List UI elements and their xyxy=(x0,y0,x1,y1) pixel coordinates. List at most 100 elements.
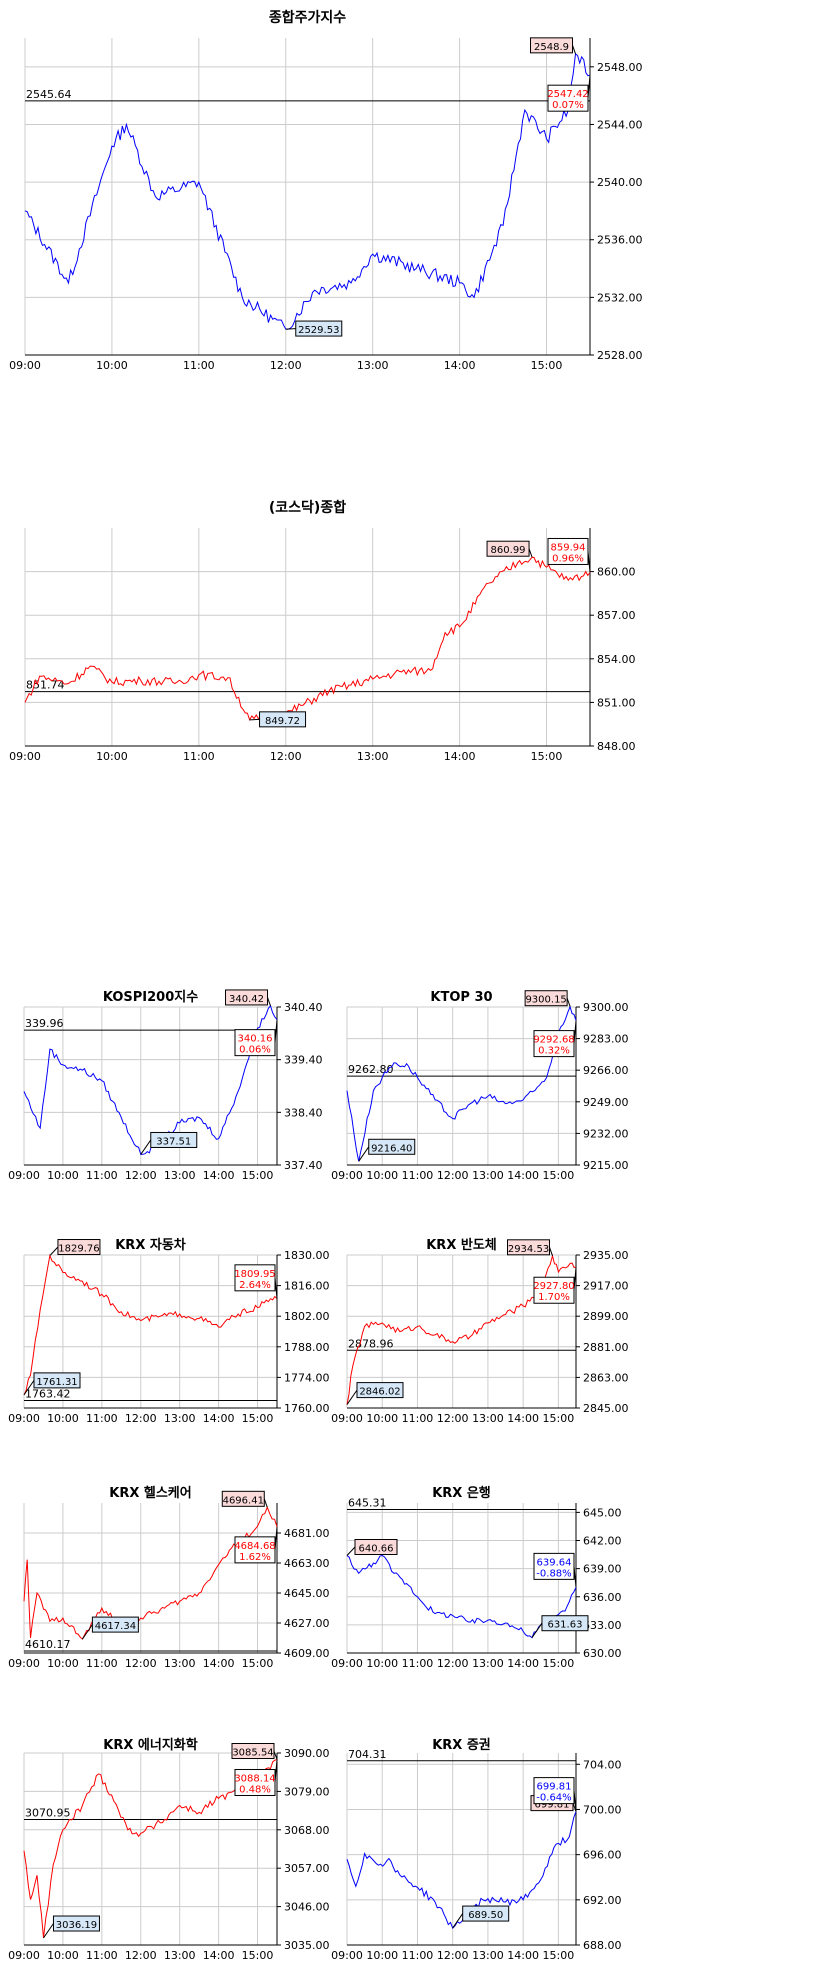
x-tick-label: 09:00 xyxy=(331,1657,363,1670)
y-tick-label: 3046.00 xyxy=(284,1901,330,1914)
y-tick-label: 9283.00 xyxy=(583,1033,629,1046)
last-flag-text: 3088.14 xyxy=(234,1773,275,1784)
y-tick-label: 9249.00 xyxy=(583,1096,629,1109)
y-tick-label: 1788.00 xyxy=(284,1341,330,1354)
x-tick-label: 13:00 xyxy=(472,1169,504,1182)
x-tick-label: 15:00 xyxy=(543,1657,575,1670)
prev-close-label: 3070.95 xyxy=(25,1807,71,1820)
chart-krx-semiconductor: KRX 반도체 09:00 10:00 11:00 12:00 13:00 14:00 15:… xyxy=(331,1237,629,1425)
chart-kospi200: KOSPI200지수 09:00 10:00 11:00 12:00 13:00 14:00… xyxy=(8,989,323,1182)
y-tick-label: 1774.00 xyxy=(284,1371,330,1384)
y-tick-label: 9266.00 xyxy=(583,1064,629,1077)
high-flag-text: 2548.9 xyxy=(534,42,569,53)
x-tick-label: 10:00 xyxy=(47,1412,79,1425)
last-flag-text: 2547.42 xyxy=(547,89,588,100)
last-flag-box xyxy=(533,1030,575,1058)
last-flag-text: 0.06% xyxy=(239,1045,271,1056)
low-flag-text: 849.72 xyxy=(265,716,300,727)
y-tick-label: 1816.00 xyxy=(284,1280,330,1293)
chart-title: KRX 헬스케어 xyxy=(109,1485,191,1501)
x-tick-label: 10:00 xyxy=(47,1657,79,1670)
x-tick-label: 13:00 xyxy=(164,1949,196,1962)
y-tick-label: 4645.00 xyxy=(284,1587,330,1600)
x-tick-label: 15:00 xyxy=(531,750,563,763)
low-flag-pointer xyxy=(140,1139,152,1155)
y-tick-label: 9232.00 xyxy=(583,1127,629,1140)
x-tick-label: 14:00 xyxy=(507,1657,539,1670)
x-tick-label: 09:00 xyxy=(9,750,41,763)
grid xyxy=(24,528,590,747)
high-flag-box xyxy=(221,1490,265,1507)
low-flag-pointer xyxy=(81,1624,93,1640)
high-flag-text: 4696.41 xyxy=(223,1495,264,1506)
x-tick-label: 10:00 xyxy=(366,1169,398,1182)
x-tick-label: 11:00 xyxy=(402,1169,434,1182)
x-tick-label: 10:00 xyxy=(96,750,128,763)
last-flag-box xyxy=(234,1536,276,1564)
y-tick-label: 642.00 xyxy=(583,1535,622,1548)
x-tick-label: 15:00 xyxy=(242,1169,274,1182)
x-tick-label: 11:00 xyxy=(86,1412,118,1425)
low-flag-box xyxy=(52,1915,100,1932)
y-tick-label: 860.00 xyxy=(597,566,636,579)
low-flag-box xyxy=(259,711,307,728)
x-tick-label: 09:00 xyxy=(331,1169,363,1182)
y-tick-label: 692.00 xyxy=(583,1894,622,1907)
y-tick-label: 3035.00 xyxy=(284,1939,330,1952)
chart-krx-auto: KRX 자동차 09:00 10:00 11:00 12:00 13:00 14:00 15:… xyxy=(8,1237,330,1425)
x-tick-label: 11:00 xyxy=(86,1657,118,1670)
low-flag-text: 3036.19 xyxy=(56,1920,97,1931)
series-line xyxy=(23,1505,278,1640)
high-flag-pointer xyxy=(346,1546,356,1556)
last-flag-text: 2.64% xyxy=(239,1280,271,1291)
low-flag-box xyxy=(33,1372,81,1389)
y-tick-label: 848.00 xyxy=(597,740,636,753)
y-tick-label: 851.00 xyxy=(597,696,636,709)
y-tick-label: 688.00 xyxy=(583,1939,622,1952)
chart-title: 종합주가지수 xyxy=(269,9,346,26)
y-tick-label: 3068.00 xyxy=(284,1824,330,1837)
low-flag-pointer xyxy=(249,718,260,721)
x-tick-label: 12:00 xyxy=(125,1657,157,1670)
y-tick-label: 630.00 xyxy=(583,1647,622,1660)
last-flag-text: 0.48% xyxy=(239,1784,271,1795)
high-flag-text: 699.81 xyxy=(535,1800,570,1811)
x-tick-label: 12:00 xyxy=(437,1949,469,1962)
y-tick-label: 338.40 xyxy=(284,1106,323,1119)
chart-krx-healthcare: KRX 헬스케어 09:00 10:00 11:00 12:00 13:00 14:00 15… xyxy=(8,1485,330,1670)
y-tick-label: 3090.00 xyxy=(284,1747,330,1760)
low-flag-pointer xyxy=(43,1923,54,1939)
last-flag-text: 639.64 xyxy=(537,1557,572,1568)
y-tick-label: 2544.00 xyxy=(597,118,643,131)
y-tick-label: 854.00 xyxy=(597,653,636,666)
x-tick-label: 15:00 xyxy=(543,1412,575,1425)
low-flag-text: 689.50 xyxy=(468,1910,503,1921)
prev-close-label: 1763.42 xyxy=(25,1388,71,1401)
grid xyxy=(24,38,590,356)
chart-kospi: 종합주가지수 09:00 10:00 11:00 12:00 13:00 14:00 15:0… xyxy=(9,9,643,372)
high-flag-text: 3085.54 xyxy=(232,1747,273,1758)
low-flag-box xyxy=(368,1138,416,1155)
series-line xyxy=(346,1811,577,1929)
grid xyxy=(23,1752,277,1946)
x-tick-label: 13:00 xyxy=(164,1169,196,1182)
low-flag-text: 1761.31 xyxy=(36,1377,77,1388)
high-flag-text: 2934.53 xyxy=(508,1244,549,1255)
x-tick-label: 13:00 xyxy=(472,1412,504,1425)
low-flag-pointer xyxy=(531,1622,543,1639)
x-tick-label: 15:00 xyxy=(543,1169,575,1182)
chart-title: KRX 반도체 xyxy=(426,1237,497,1253)
x-tick-label: 09:00 xyxy=(8,1949,40,1962)
x-tick-label: 14:00 xyxy=(507,1169,539,1182)
low-flag-pointer xyxy=(346,1389,358,1405)
x-tick-label: 10:00 xyxy=(47,1169,79,1182)
low-flag-pointer xyxy=(285,328,296,330)
last-flag-text: 2927.80 xyxy=(533,1281,574,1292)
prev-close-label: 2545.64 xyxy=(26,88,72,101)
y-tick-label: 2881.00 xyxy=(583,1341,629,1354)
low-flag-text: 2529.53 xyxy=(298,325,339,336)
chart-krx-securities: KRX 증권 09:00 10:00 11:00 12:00 13:00 14:00 15:0… xyxy=(331,1738,622,1962)
x-tick-label: 11:00 xyxy=(402,1412,434,1425)
series-line xyxy=(24,556,591,722)
x-tick-label: 12:00 xyxy=(437,1169,469,1182)
